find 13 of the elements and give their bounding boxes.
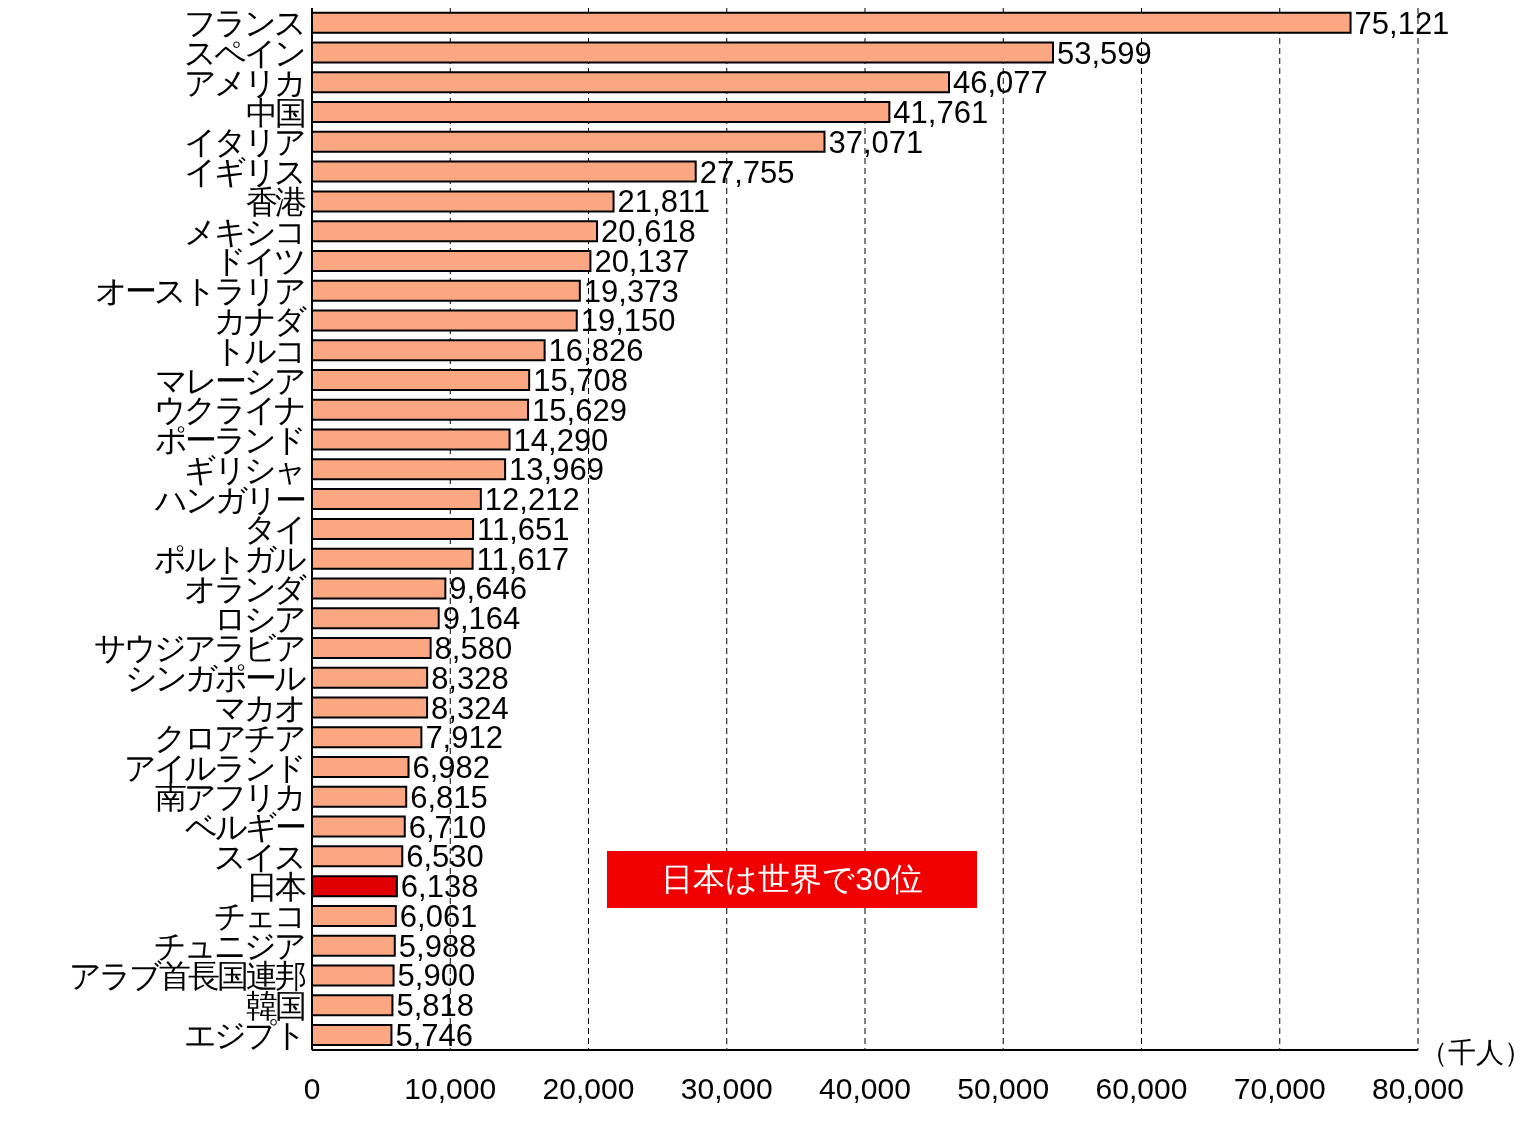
x-tick-label: 20,000 xyxy=(542,1072,635,1106)
data-label: 75,121 xyxy=(1354,5,1450,41)
x-tick-label: 0 xyxy=(303,1072,321,1106)
callout-box: 日本は世界で30位 xyxy=(607,851,977,908)
x-tick-label: 10,000 xyxy=(404,1072,497,1106)
x-tick-label: 80,000 xyxy=(1372,1072,1464,1106)
data-label: 53,599 xyxy=(1057,35,1152,71)
x-tick-label: 50,000 xyxy=(957,1072,1050,1106)
x-axis-title: （千人） xyxy=(1420,1036,1532,1070)
x-tick-label: 30,000 xyxy=(680,1072,773,1106)
x-tick-label: 40,000 xyxy=(819,1072,911,1106)
x-tick-label: 70,000 xyxy=(1233,1072,1326,1106)
x-tick-label: 60,000 xyxy=(1095,1072,1188,1106)
